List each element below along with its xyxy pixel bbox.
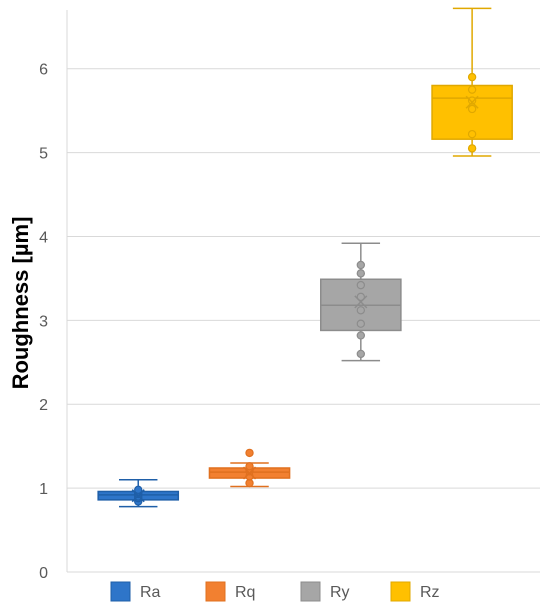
data-point bbox=[467, 144, 477, 153]
data-point bbox=[356, 331, 366, 340]
data-point bbox=[467, 104, 477, 114]
data-point bbox=[356, 292, 366, 302]
data-point bbox=[356, 306, 366, 315]
y-tick-label: 2 bbox=[39, 397, 48, 414]
y-axis-label: Roughness [µm] bbox=[8, 217, 33, 390]
data-point bbox=[245, 462, 254, 471]
data-point bbox=[467, 129, 477, 139]
y-tick-label: 5 bbox=[39, 146, 48, 163]
y-tick-labels: 0 1 2 3 4 5 6 bbox=[39, 62, 48, 582]
data-point bbox=[467, 85, 477, 94]
box-Ra bbox=[97, 478, 180, 508]
data-point bbox=[356, 319, 366, 328]
y-tick-label: 6 bbox=[39, 62, 48, 79]
legend-swatch-Ra bbox=[110, 581, 131, 602]
legend-label-Ry: Ry bbox=[330, 584, 350, 601]
box-Ry bbox=[320, 242, 402, 362]
data-point bbox=[356, 280, 366, 290]
data-point bbox=[356, 269, 366, 278]
box-Rq bbox=[208, 448, 291, 488]
data-point bbox=[467, 72, 477, 82]
legend-label-Rq: Rq bbox=[235, 584, 255, 601]
y-tick-label: 0 bbox=[39, 565, 48, 582]
y-tick-label: 1 bbox=[39, 481, 48, 498]
legend-swatch-Rz bbox=[390, 581, 411, 602]
mean-marker bbox=[131, 489, 145, 503]
legend-swatch-Ry bbox=[300, 581, 321, 602]
legend-swatch-Rq bbox=[205, 581, 226, 602]
y-tick-label: 4 bbox=[39, 229, 48, 246]
grid-lines bbox=[67, 68, 540, 573]
data-point bbox=[245, 448, 254, 458]
y-tick-label: 3 bbox=[39, 313, 48, 330]
data-point bbox=[467, 96, 477, 105]
legend-label-Ra: Ra bbox=[140, 584, 161, 601]
mean-marker bbox=[242, 466, 257, 480]
data-point bbox=[134, 485, 143, 494]
box-series bbox=[97, 7, 513, 508]
mean-marker bbox=[354, 295, 368, 309]
data-point bbox=[356, 349, 366, 359]
box-Rz bbox=[431, 7, 513, 157]
data-point bbox=[356, 260, 366, 270]
legend-label-Rz: Rz bbox=[420, 584, 440, 601]
mean-marker bbox=[465, 95, 479, 109]
legend: Ra Rq Ry Rz bbox=[110, 581, 440, 602]
